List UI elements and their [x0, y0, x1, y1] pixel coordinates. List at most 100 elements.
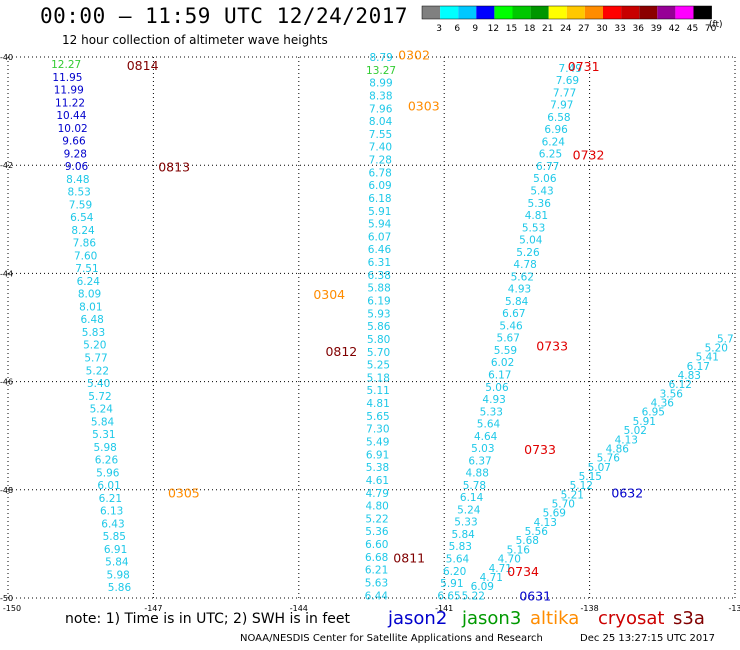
wave-height-value: 5.36 — [365, 526, 389, 538]
wave-height-value: 6.21 — [99, 493, 122, 505]
wave-height-value: 6.17 — [687, 361, 710, 373]
wave-height-value: 5.06 — [485, 382, 509, 394]
colorbar-tick-label: 12 — [488, 24, 499, 34]
wave-height-value: 6.12 — [669, 379, 692, 391]
wave-height-value: 4.71 — [480, 572, 503, 584]
wave-height-value: 7.55 — [369, 129, 392, 141]
wave-height-value: 5.94 — [368, 219, 392, 231]
pass-time-label: 0305 — [168, 486, 200, 501]
wave-height-value: 5.64 — [446, 553, 470, 565]
wave-height-value: 6.65 — [437, 590, 460, 602]
colorbar-swatch — [512, 6, 531, 19]
wave-height-value: 6.31 — [368, 257, 391, 269]
colorbar-tick-label: 15 — [506, 24, 517, 34]
wave-height-value: 5.56 — [525, 526, 549, 538]
wave-height-value: 11.95 — [52, 72, 82, 84]
wave-height-value: 5.98 — [93, 442, 116, 454]
wave-height-value: 5.59 — [494, 345, 517, 357]
wave-height-value: 5.77 — [84, 353, 107, 365]
colorbar-swatch — [693, 6, 712, 19]
wave-height-value: 4.78 — [513, 259, 536, 271]
wave-height-value: 4.13 — [534, 517, 557, 529]
wave-height-value: 6.18 — [368, 193, 391, 205]
pass-time-label: 0631 — [519, 588, 551, 603]
wave-height-value: 5.46 — [499, 320, 523, 332]
note-text: note: 1) Time is in UTC; 2) SWH is in fe… — [65, 611, 351, 627]
colorbar-swatch — [566, 6, 585, 19]
wave-height-value: 4.64 — [474, 431, 498, 443]
wave-height-value: 4.79 — [366, 488, 389, 500]
wave-height-value: 5.80 — [367, 334, 390, 346]
wave-height-value: 5.33 — [480, 406, 503, 418]
colorbar-swatch — [603, 6, 622, 19]
wave-height-value: 7.60 — [74, 250, 97, 262]
wave-height-value: 4.81 — [366, 398, 389, 410]
wave-height-value: 5.70 — [367, 347, 390, 359]
wave-height-value: 5.49 — [366, 436, 389, 448]
pass-time-label: 0731 — [568, 59, 600, 74]
colorbar-swatch — [548, 6, 567, 19]
y-tick-label: -48 — [0, 486, 13, 495]
wave-height-value: 5.03 — [471, 443, 494, 455]
wave-height-value: 5.11 — [366, 385, 389, 397]
wave-height-value: 5.25 — [367, 360, 390, 372]
wave-height-value: 5.83 — [82, 327, 105, 339]
wave-height-value: 9.66 — [62, 136, 86, 148]
wave-height-value: 4.61 — [366, 475, 389, 487]
wave-height-value: 6.48 — [80, 314, 103, 326]
wave-height-value: 5.43 — [530, 185, 553, 197]
generation-timestamp: Dec 25 13:27:15 UTC 2017 — [580, 633, 715, 644]
pass-time-label: 0632 — [611, 486, 643, 501]
colorbar-swatch — [657, 6, 676, 19]
wave-height-value: 6.96 — [544, 124, 568, 136]
wave-height-value: 6.38 — [368, 270, 391, 282]
wave-height-value: 6.95 — [642, 407, 665, 419]
colorbar-tick-label: 45 — [687, 24, 698, 34]
colorbar-swatch — [458, 6, 477, 19]
wave-height-value: 5.76 — [597, 453, 621, 465]
wave-height-value: 7.49 — [559, 63, 582, 75]
wave-height-value: 4.83 — [678, 370, 701, 382]
wave-height-value: 6.46 — [368, 244, 392, 256]
wave-height-value: 3.56 — [660, 388, 684, 400]
wave-height-value: 7.96 — [369, 103, 393, 115]
wave-height-value: 7.30 — [366, 424, 389, 436]
wave-height-value: 7.69 — [556, 75, 579, 87]
wave-height-value: 12.27 — [51, 59, 81, 71]
colorbar-swatch — [476, 6, 495, 19]
wave-height-value: 5.07 — [588, 462, 611, 474]
wave-height-value: 8.99 — [369, 78, 392, 90]
pass-time-label: 0303 — [408, 99, 440, 114]
wave-height-value: 5.96 — [96, 467, 120, 479]
wave-height-value: 5.93 — [367, 308, 390, 320]
wave-height-value: 5.20 — [705, 342, 728, 354]
wave-height-value: 7.77 — [553, 87, 576, 99]
wave-height-value: 6.14 — [460, 492, 484, 504]
pass-time-label: 0733 — [524, 442, 556, 457]
wave-height-value: 5.04 — [519, 235, 543, 247]
wave-height-value: 5.65 — [366, 411, 389, 423]
legend-altika: altika — [530, 608, 580, 629]
colorbar-swatch — [584, 6, 603, 19]
wave-height-value: 5.7 — [717, 333, 734, 345]
wave-height-value: 8.79 — [369, 52, 392, 64]
wave-height-value: 6.54 — [70, 212, 94, 224]
wave-height-value: 5.84 — [91, 416, 115, 428]
y-tick-label: -40 — [0, 53, 13, 62]
wave-height-value: 7.59 — [69, 199, 92, 211]
wave-height-value: 5.67 — [497, 333, 520, 345]
colorbar-swatch — [422, 6, 441, 19]
colorbar-tick-label: 9 — [472, 24, 478, 34]
wave-height-value: 7.28 — [369, 155, 392, 167]
legend-s3a: s3a — [673, 608, 705, 629]
wave-height-value: 5.69 — [543, 508, 566, 520]
wave-height-value: 4.80 — [365, 501, 388, 513]
wave-height-value: 5.84 — [505, 296, 529, 308]
wave-height-value: 5.02 — [624, 425, 647, 437]
colorbar-tick-label: 42 — [669, 24, 680, 34]
x-tick-label: -13 — [728, 604, 740, 613]
legend-jason3: jason3 — [462, 608, 522, 629]
wave-height-value: 5.24 — [90, 404, 114, 416]
pass-time-label: 0734 — [507, 564, 539, 579]
colorbar-tick-label: 24 — [560, 24, 572, 34]
